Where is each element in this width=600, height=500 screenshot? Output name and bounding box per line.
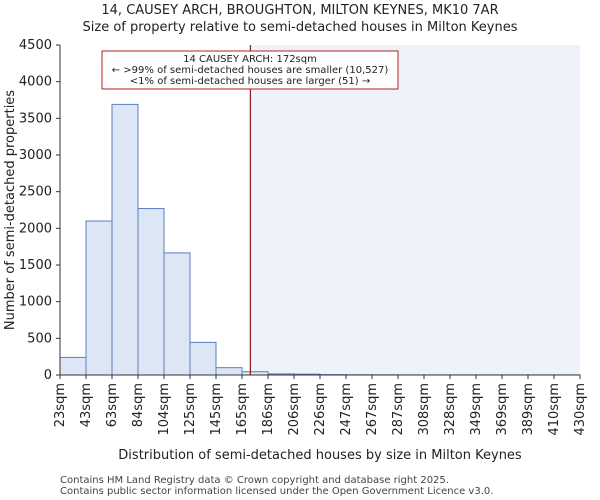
footer-line-1: Contains HM Land Registry data © Crown c… (60, 475, 449, 486)
x-tick-label: 247sqm (339, 383, 354, 436)
x-tick-label: 186sqm (261, 383, 276, 436)
x-tick-label: 369sqm (495, 383, 510, 436)
chart-title-line-2: Size of property relative to semi-detach… (83, 20, 518, 35)
chart-title-line-1: 14, CAUSEY ARCH, BROUGHTON, MILTON KEYNE… (101, 3, 498, 18)
annotation-line: 14 CAUSEY ARCH: 172sqm (183, 54, 317, 65)
annotation-line: <1% of semi-detached houses are larger (… (130, 76, 370, 87)
annotation-box (101, 50, 399, 90)
x-tick-label: 389sqm (521, 383, 536, 436)
footer-line-2: Contains public sector information licen… (60, 486, 493, 497)
x-tick-label: 206sqm (287, 383, 302, 436)
y-tick-label: 3500 (19, 111, 52, 126)
x-tick-label: 84sqm (131, 383, 146, 427)
bar (163, 252, 191, 376)
y-axis-title: Number of semi-detached properties (3, 90, 18, 330)
x-tick-label: 63sqm (105, 383, 120, 427)
larger-region-shade (250, 45, 581, 375)
bar (85, 220, 113, 376)
bar (111, 103, 139, 376)
y-tick-label: 0 (44, 368, 52, 383)
y-tick-label: 2000 (19, 221, 52, 236)
x-tick-label: 165sqm (235, 383, 250, 436)
x-tick-label: 226sqm (313, 383, 328, 436)
y-tick-label: 2500 (19, 185, 52, 200)
plot-area: 0 500 1000 1500 2000 2500 3000 3500 4000 4500 23sq… (19, 38, 588, 436)
y-tick-label: 4000 (19, 75, 52, 90)
x-tick-label: 43sqm (79, 383, 94, 427)
x-tick-label: 267sqm (365, 383, 380, 436)
x-tick-label: 430sqm (573, 383, 588, 436)
x-tick-label: 104sqm (157, 383, 172, 436)
bar (137, 208, 165, 376)
bar (215, 367, 243, 376)
x-axis-title: Distribution of semi-detached houses by … (118, 448, 522, 463)
y-tick-label: 500 (27, 331, 52, 346)
y-tick-label: 1000 (19, 295, 52, 310)
y-tick-label: 3000 (19, 148, 52, 163)
x-tick-label: 410sqm (547, 383, 562, 436)
x-tick-label: 287sqm (391, 383, 406, 436)
x-tick-label: 349sqm (469, 383, 484, 436)
bar (59, 356, 87, 376)
bar (189, 341, 217, 376)
x-tick-label: 308sqm (417, 383, 432, 436)
x-tick-label: 125sqm (183, 383, 198, 436)
x-tick-label: 145sqm (209, 383, 224, 436)
annotation-line: ← >99% of semi-detached houses are small… (112, 65, 389, 76)
x-tick-label: 328sqm (443, 383, 458, 436)
x-tick-label: 23sqm (53, 383, 68, 427)
y-tick-label: 1500 (19, 258, 52, 273)
y-tick-label: 4500 (19, 38, 52, 53)
